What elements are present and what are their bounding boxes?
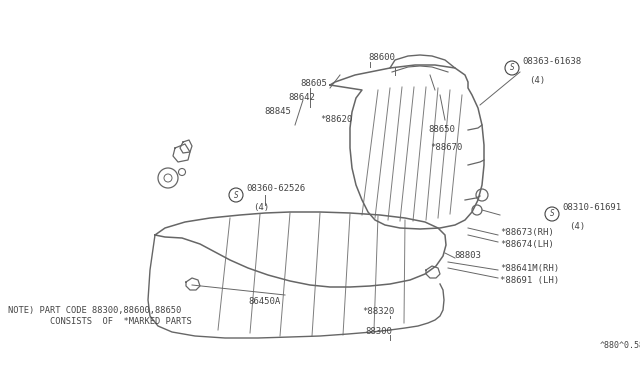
- Text: 08310-61691: 08310-61691: [562, 203, 621, 212]
- Text: S: S: [234, 190, 238, 199]
- Text: 88605: 88605: [300, 80, 327, 89]
- Text: 88803: 88803: [454, 251, 481, 260]
- Text: *88641M(RH): *88641M(RH): [500, 263, 559, 273]
- Text: (4): (4): [569, 222, 585, 231]
- Text: 88642: 88642: [288, 93, 315, 102]
- Text: CONSISTS  OF  *MARKED PARTS: CONSISTS OF *MARKED PARTS: [8, 317, 192, 327]
- Text: 88300: 88300: [365, 327, 392, 337]
- Text: *88320: *88320: [362, 308, 394, 317]
- Text: (4): (4): [253, 203, 269, 212]
- Text: *88620: *88620: [320, 115, 352, 125]
- Text: 08360-62526: 08360-62526: [246, 184, 305, 193]
- Text: *88670: *88670: [430, 144, 462, 153]
- Text: *88674(LH): *88674(LH): [500, 240, 554, 248]
- Text: S: S: [550, 209, 554, 218]
- Text: 86450A: 86450A: [248, 298, 280, 307]
- Text: *88691 (LH): *88691 (LH): [500, 276, 559, 285]
- Text: *88673(RH): *88673(RH): [500, 228, 554, 237]
- Text: ^880^0.58: ^880^0.58: [600, 340, 640, 350]
- Text: 88600: 88600: [368, 54, 395, 62]
- Text: 08363-61638: 08363-61638: [522, 57, 581, 66]
- Text: NOTE) PART CODE 88300,88600,88650: NOTE) PART CODE 88300,88600,88650: [8, 305, 181, 314]
- Text: 88650: 88650: [428, 125, 455, 135]
- Text: 88845: 88845: [264, 108, 291, 116]
- Text: S: S: [509, 64, 515, 73]
- Text: (4): (4): [529, 76, 545, 85]
